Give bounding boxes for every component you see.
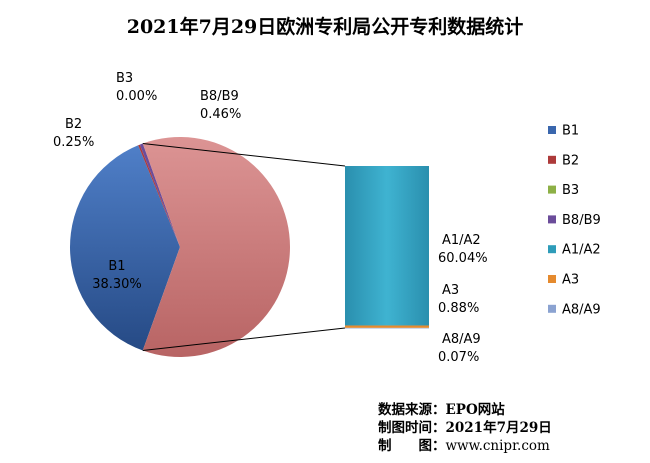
connector-line-bottom — [142, 327, 346, 352]
pie — [70, 136, 291, 357]
data-label-name-a8-a9: A8/A9 — [442, 332, 481, 347]
pie-slice-b8-b9 — [139, 143, 180, 247]
pie-slice-other — [142, 136, 291, 357]
legend-swatch-b1 — [548, 126, 556, 134]
data-label-name-b1: B1 — [108, 259, 125, 274]
legend-label-b1: B1 — [562, 124, 579, 139]
legend-label-b3: B3 — [562, 183, 579, 198]
legend-swatch-b2 — [548, 155, 556, 164]
bar-segment-a3 — [345, 325, 429, 328]
data-label-value-b1: 38.30% — [92, 277, 142, 292]
legend-label-b8-b9: B8/B9 — [562, 213, 601, 228]
legend-swatch-a1-a2 — [548, 245, 556, 254]
maker-line: 制 图：www.cnipr.com — [378, 437, 550, 454]
legend-label-a1-a2: A1/A2 — [562, 243, 601, 258]
data-label-value-b8-b9: 0.46% — [200, 107, 241, 122]
legend-label-b2: B2 — [562, 153, 579, 168]
data-label-name-a1-a2: A1/A2 — [442, 233, 481, 248]
data-label-value-a1-a2: 60.04% — [438, 251, 488, 266]
data-label-name-b2: B2 — [65, 117, 82, 132]
secondary-bar — [345, 166, 429, 329]
legend-swatch-b8-b9 — [548, 215, 556, 224]
bar-segment-a1-a2 — [345, 166, 429, 326]
legend-swatch-b3 — [548, 185, 556, 194]
legend-label-a8-a9: A8/A9 — [562, 302, 601, 317]
data-label-value-b3: 0.00% — [116, 89, 157, 104]
date-line: 制图时间：2021年7月29日 — [378, 419, 552, 436]
bar-segment-a8-a9 — [345, 327, 429, 329]
maker-label: 制 图： — [378, 437, 446, 454]
legend-swatch-a8-a9 — [548, 304, 556, 313]
data-label-name-b8-b9: B8/B9 — [200, 89, 239, 104]
connector-line-top — [142, 142, 346, 167]
legend-swatch-a3 — [548, 275, 556, 283]
connector-lines — [142, 142, 346, 352]
data-label-value-a8-a9: 0.07% — [438, 350, 479, 365]
chart-title: 2021年7月29日欧洲专利局公开专利数据统计 — [127, 15, 524, 38]
data-label-value-b2: 0.25% — [53, 135, 94, 150]
pie-slice-b2 — [138, 144, 180, 247]
pie-slice-b1 — [70, 145, 180, 351]
legend-label-a3: A3 — [562, 273, 579, 288]
maker-value: www.cnipr.com — [446, 438, 551, 454]
data-label-name-b3: B3 — [116, 71, 133, 86]
source-info: 数据来源：EPO网站 制图时间：2021年7月29日 制 图：www.cnipr… — [378, 401, 552, 454]
legend: B1 B2 B3 B8/B9 A1/A2 A3 A8/A9 — [548, 124, 601, 317]
data-label-name-a3: A3 — [442, 283, 459, 298]
data-labels: B1 38.30% B2 0.25% B3 0.00% B8/B9 0.46% A1/A2 60.… — [53, 71, 488, 365]
source-line: 数据来源：EPO网站 — [378, 401, 505, 418]
data-label-value-a3: 0.88% — [438, 301, 479, 316]
